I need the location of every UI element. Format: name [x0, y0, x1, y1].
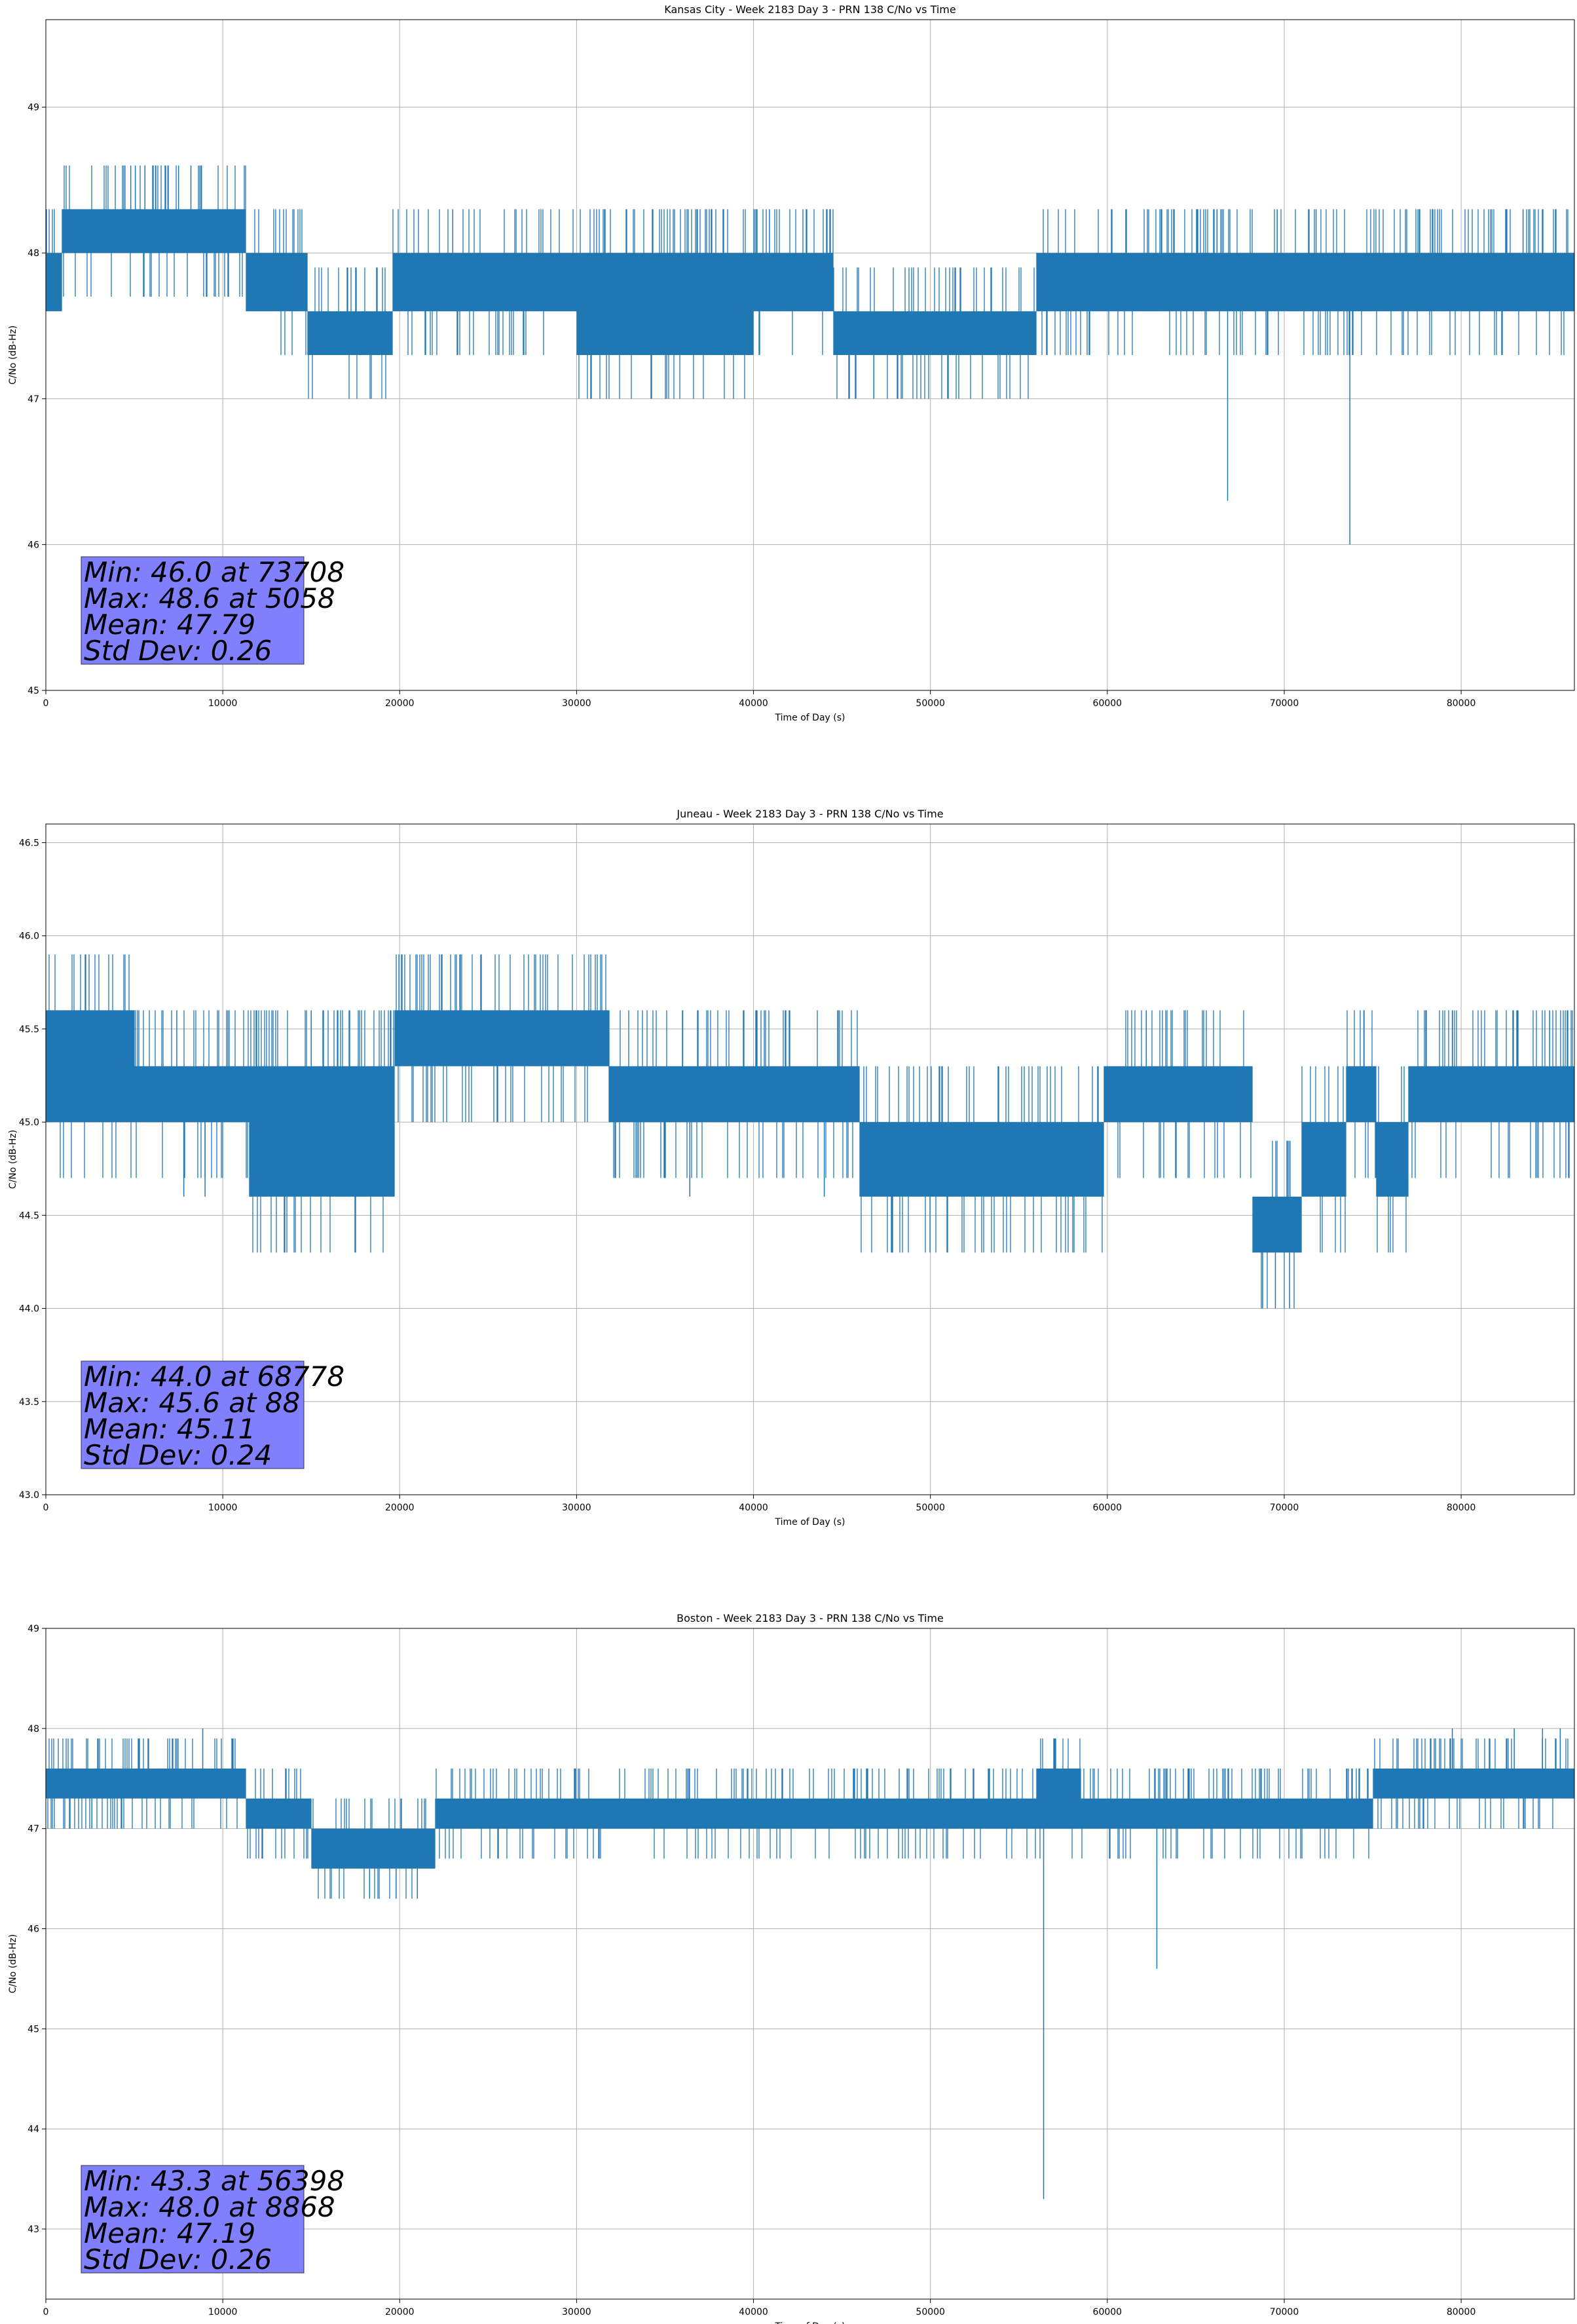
- x-tick-label: 20000: [385, 1503, 415, 1513]
- x-tick-label: 30000: [562, 698, 591, 709]
- y-tick-label: 45.5: [19, 1024, 39, 1035]
- x-tick-label: 60000: [1093, 1503, 1122, 1513]
- y-tick-label: 46.0: [19, 931, 39, 942]
- y-tick-label: 45: [28, 2024, 39, 2034]
- y-tick-label: 44.0: [19, 1304, 39, 1315]
- stats-std: Std Dev: 0.24: [84, 1439, 272, 1471]
- x-tick-label: 10000: [208, 698, 238, 709]
- axes-frame: [45, 19, 1575, 691]
- x-tick-label: 40000: [739, 1503, 768, 1513]
- axes-frame: [45, 823, 1575, 1495]
- x-tick-label: 20000: [385, 698, 415, 709]
- stats-min: Min: 46.0 at 73708: [84, 556, 344, 588]
- x-tick-label: 80000: [1447, 2307, 1476, 2317]
- x-tick-label: 70000: [1270, 1503, 1299, 1513]
- stats-mean: Mean: 47.19: [84, 2217, 255, 2249]
- chart-panel-3: Boston - Week 2183 Day 3 - PRN 138 C/No …: [8, 1612, 1575, 2324]
- stats-box: [81, 1360, 305, 1469]
- y-tick-label: 48: [28, 248, 39, 259]
- y-tick-label: 44.5: [19, 1210, 39, 1221]
- y-tick-label: 44: [28, 2124, 39, 2135]
- x-axis-label: Time of Day (s): [775, 2321, 845, 2324]
- x-tick-label: 80000: [1447, 1503, 1476, 1513]
- stats-max: Max: 45.6 at 88: [84, 1387, 300, 1419]
- y-axis-label: C/No (dB-Hz): [8, 326, 18, 384]
- x-tick-label: 50000: [916, 1503, 945, 1513]
- stats-max: Max: 48.6 at 5058: [84, 582, 335, 614]
- x-tick-label: 60000: [1093, 698, 1122, 709]
- x-tick-label: 70000: [1270, 2307, 1299, 2317]
- chart-title: Juneau - Week 2183 Day 3 - PRN 138 C/No …: [676, 808, 943, 820]
- x-tick-label: 0: [43, 2307, 49, 2317]
- chart-title: Boston - Week 2183 Day 3 - PRN 138 C/No …: [677, 1612, 944, 1624]
- axes-frame: [45, 1628, 1575, 2300]
- stats-max: Max: 48.0 at 8868: [84, 2191, 335, 2223]
- x-tick-label: 10000: [208, 1503, 238, 1513]
- x-axis-label: Time of Day (s): [775, 713, 845, 723]
- y-tick-label: 45.0: [19, 1117, 39, 1128]
- x-tick-label: 20000: [385, 2307, 415, 2317]
- stats-std: Std Dev: 0.26: [84, 635, 272, 667]
- y-tick-label: 46.5: [19, 838, 39, 848]
- x-tick-label: 40000: [739, 698, 768, 709]
- y-tick-label: 47: [28, 394, 39, 405]
- x-tick-label: 40000: [739, 2307, 768, 2317]
- y-tick-label: 49: [28, 1624, 39, 1634]
- x-tick-label: 50000: [916, 698, 945, 709]
- x-axis-label: Time of Day (s): [775, 1517, 845, 1527]
- y-tick-label: 43: [28, 2224, 39, 2235]
- y-tick-label: 47: [28, 1824, 39, 1835]
- stats-box: [81, 556, 305, 665]
- x-tick-label: 10000: [208, 2307, 238, 2317]
- stats-box: [81, 2165, 305, 2274]
- y-tick-label: 46: [28, 540, 39, 550]
- series-line: [46, 1738, 1574, 1899]
- y-tick-label: 43.5: [19, 1397, 39, 1408]
- y-tick-label: 43.0: [19, 1490, 39, 1501]
- y-tick-label: 48: [28, 1724, 39, 1734]
- y-tick-label: 45: [28, 686, 39, 696]
- x-tick-label: 30000: [562, 1503, 591, 1513]
- stats-min: Min: 43.3 at 56398: [84, 2165, 344, 2197]
- x-tick-label: 60000: [1093, 2307, 1122, 2317]
- y-tick-label: 49: [28, 103, 39, 113]
- y-axis-label: C/No (dB-Hz): [8, 1130, 18, 1189]
- stats-mean: Mean: 45.11: [84, 1413, 255, 1445]
- stats-mean: Mean: 47.79: [84, 609, 255, 641]
- series-line: [46, 165, 1574, 399]
- y-tick-label: 46: [28, 1924, 39, 1935]
- y-axis-label: C/No (dB-Hz): [8, 1934, 18, 1993]
- x-tick-label: 50000: [916, 2307, 945, 2317]
- stats-std: Std Dev: 0.26: [84, 2243, 272, 2276]
- x-tick-label: 70000: [1270, 698, 1299, 709]
- stats-min: Min: 44.0 at 68778: [84, 1360, 344, 1393]
- x-tick-label: 30000: [562, 2307, 591, 2317]
- chart-title: Kansas City - Week 2183 Day 3 - PRN 138 …: [664, 3, 955, 16]
- chart-panel-2: Juneau - Week 2183 Day 3 - PRN 138 C/No …: [8, 808, 1575, 1527]
- x-tick-label: 0: [43, 698, 49, 709]
- series-line: [46, 954, 1574, 1309]
- x-tick-label: 80000: [1447, 698, 1476, 709]
- chart-panel-1: Kansas City - Week 2183 Day 3 - PRN 138 …: [8, 3, 1575, 723]
- x-tick-label: 0: [43, 1503, 49, 1513]
